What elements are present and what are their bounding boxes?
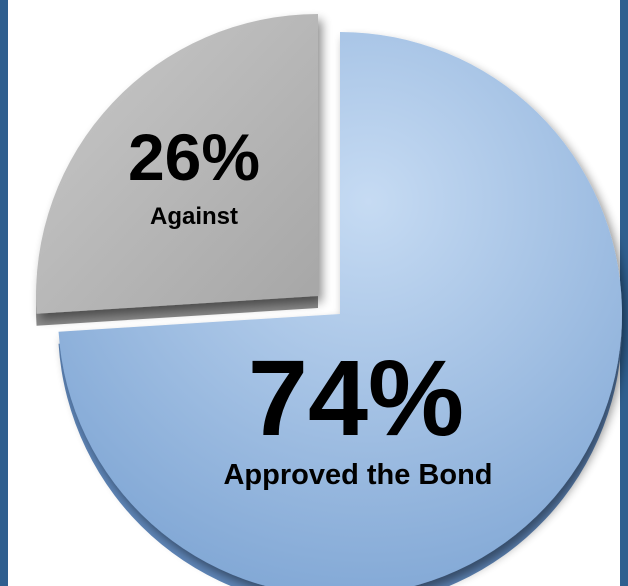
slice-against [35, 14, 318, 314]
approved-value-label: 74% [248, 337, 464, 458]
pie-chart: 26% Against 74% Approved the Bond [35, 14, 622, 586]
approved-category-label: Approved the Bond [223, 459, 492, 491]
slice-approved [58, 32, 622, 586]
against-value-label: 26% [128, 120, 260, 194]
against-category-label: Against [150, 203, 238, 230]
slice-against-group [35, 14, 318, 326]
slice-approved-group [58, 32, 622, 586]
